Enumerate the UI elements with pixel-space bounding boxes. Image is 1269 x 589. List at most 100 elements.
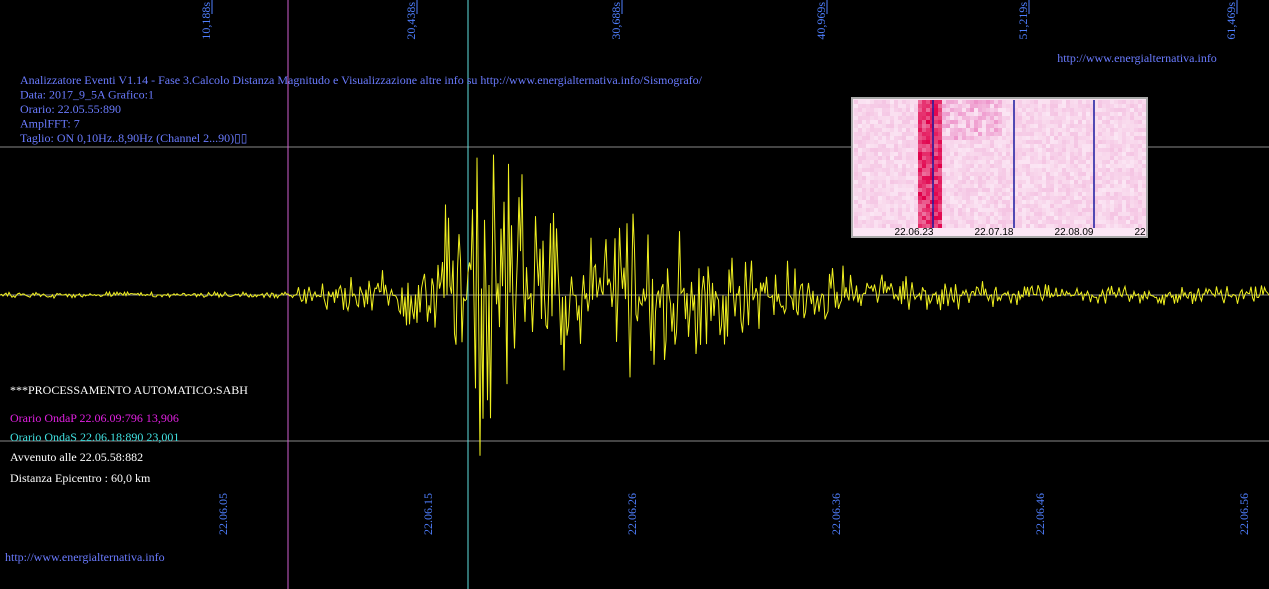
- spectrogram-cell: [954, 160, 958, 164]
- spectrogram-cell: [918, 108, 922, 112]
- spectrogram-cell: [938, 124, 942, 128]
- spectrogram-cell: [1026, 140, 1030, 144]
- spectrogram-cell: [1014, 112, 1018, 116]
- spectrogram-cell: [942, 120, 946, 124]
- spectrogram-cell: [1010, 212, 1014, 216]
- spectrogram-cell: [954, 192, 958, 196]
- spectrogram-cell: [962, 112, 966, 116]
- spectrogram-cell: [998, 168, 1002, 172]
- spectrogram-cell: [866, 180, 870, 184]
- spectrogram-cell: [974, 192, 978, 196]
- spectrogram-cell: [1050, 184, 1054, 188]
- spectrogram-cell: [1014, 160, 1018, 164]
- spectrogram-cell: [1098, 220, 1102, 224]
- spectrogram-cell: [1018, 116, 1022, 120]
- spectrogram-cell: [950, 200, 954, 204]
- spectrogram-cell: [950, 220, 954, 224]
- spectrogram-cell: [958, 196, 962, 200]
- spectrogram-cell: [1038, 200, 1042, 204]
- spectrogram-cell: [1038, 128, 1042, 132]
- spectrogram-cell: [1022, 136, 1026, 140]
- spectrogram-cell: [862, 116, 866, 120]
- spectrogram-cell: [914, 180, 918, 184]
- spectrogram-cell: [1114, 160, 1118, 164]
- spectrogram-cell: [1106, 160, 1110, 164]
- spectrogram-cell: [910, 188, 914, 192]
- spectrogram-cell: [1054, 112, 1058, 116]
- spectrogram-cell: [994, 132, 998, 136]
- spectrogram-cell: [922, 160, 926, 164]
- top-time-label: 10,188s: [199, 2, 213, 40]
- spectrogram-cell: [1106, 100, 1110, 104]
- spectrogram-cell: [926, 144, 930, 148]
- spectrogram-cell: [926, 220, 930, 224]
- spectrogram-cell: [878, 124, 882, 128]
- spectrogram-cell: [1002, 172, 1006, 176]
- spectrogram-cell: [1078, 128, 1082, 132]
- spectrogram-cell: [950, 224, 954, 228]
- spectrogram-cell: [1070, 184, 1074, 188]
- spectrogram-cell: [886, 168, 890, 172]
- spectrogram-cell: [1114, 112, 1118, 116]
- spectrogram-cell: [1042, 212, 1046, 216]
- spectrogram-cell: [1022, 212, 1026, 216]
- spectrogram-cell: [1074, 148, 1078, 152]
- spectrogram-cell: [1090, 116, 1094, 120]
- spectrogram-cell: [854, 208, 858, 212]
- spectrogram-cell: [990, 176, 994, 180]
- spectrogram-cell: [918, 132, 922, 136]
- spectrogram-cell: [1122, 120, 1126, 124]
- spectrogram-cell: [854, 100, 858, 104]
- spectrogram-cell: [1046, 212, 1050, 216]
- spectrogram-cell: [930, 192, 934, 196]
- spectrogram-cell: [906, 180, 910, 184]
- spectrogram-cell: [982, 104, 986, 108]
- spectrogram-cell: [946, 152, 950, 156]
- spectrogram-cell: [1102, 104, 1106, 108]
- spectrogram-cell: [1110, 212, 1114, 216]
- spectrogram-cell: [1038, 100, 1042, 104]
- spectrogram-cell: [1074, 192, 1078, 196]
- onda-s: Orario OndaS 22.06.18:890 23,001: [10, 430, 179, 444]
- spectrogram-cell: [1098, 196, 1102, 200]
- spectrogram-cell: [1026, 112, 1030, 116]
- spectrogram-cell: [938, 160, 942, 164]
- spectrogram-cell: [950, 168, 954, 172]
- spectrogram-cell: [1094, 148, 1098, 152]
- spectrogram-cell: [978, 200, 982, 204]
- spectrogram-cell: [1066, 100, 1070, 104]
- spectrogram-cell: [1070, 176, 1074, 180]
- spectrogram-cell: [1062, 216, 1066, 220]
- spectrogram-cell: [882, 112, 886, 116]
- spectrogram-cell: [1078, 160, 1082, 164]
- spectrogram-cell: [898, 132, 902, 136]
- spectrogram-cell: [870, 140, 874, 144]
- spectrogram-cell: [1078, 180, 1082, 184]
- spectrogram-cell: [1018, 200, 1022, 204]
- spectrogram-cell: [1046, 128, 1050, 132]
- spectrogram-cell: [1030, 120, 1034, 124]
- spectrogram-cell: [1042, 220, 1046, 224]
- spectrogram-cell: [854, 164, 858, 168]
- spectrogram-cell: [1030, 212, 1034, 216]
- spectrogram-cell: [898, 172, 902, 176]
- spectrogram-cell: [986, 144, 990, 148]
- spectrogram-cell: [982, 164, 986, 168]
- spectrogram-cell: [946, 204, 950, 208]
- spectrogram-cell: [1102, 200, 1106, 204]
- spectrogram-cell: [1010, 104, 1014, 108]
- spectrogram-cell: [1018, 120, 1022, 124]
- spectrogram-cell: [1098, 148, 1102, 152]
- spectrogram-cell: [890, 192, 894, 196]
- spectrogram-cell: [1094, 156, 1098, 160]
- spectrogram-cell: [914, 216, 918, 220]
- spectrogram-cell: [1018, 108, 1022, 112]
- spectrogram-cell: [966, 180, 970, 184]
- spectrogram-cell: [1030, 180, 1034, 184]
- spectrogram-cell: [954, 172, 958, 176]
- spectrogram-cell: [978, 208, 982, 212]
- spectrogram-cell: [882, 148, 886, 152]
- spectrogram-cell: [982, 112, 986, 116]
- spectrogram-cell: [1086, 160, 1090, 164]
- spectrogram-cell: [1022, 208, 1026, 212]
